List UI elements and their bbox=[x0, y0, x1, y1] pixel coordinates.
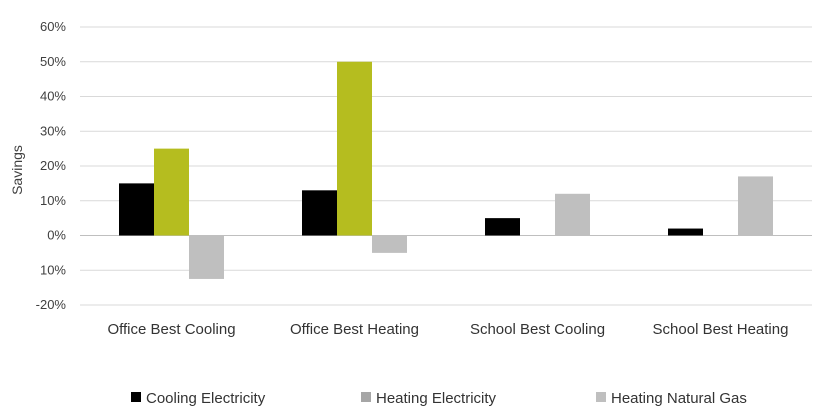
y-tick-label: 60% bbox=[40, 19, 66, 34]
y-tick-label: 10% bbox=[40, 262, 66, 277]
legend-label: Cooling Electricity bbox=[146, 390, 266, 407]
bars bbox=[119, 61, 773, 279]
bar-cooling-electricity bbox=[668, 228, 703, 236]
y-tick-label: 40% bbox=[40, 89, 66, 104]
x-category-label: Office Best Cooling bbox=[107, 321, 235, 338]
bar-cooling-electricity bbox=[485, 218, 520, 236]
y-tick-label: 50% bbox=[40, 54, 66, 69]
y-tick-label: -20% bbox=[36, 297, 67, 312]
legend-label: Heating Natural Gas bbox=[611, 390, 747, 407]
legend-swatch bbox=[596, 392, 606, 402]
y-tick-label: 20% bbox=[40, 158, 66, 173]
y-tick-label: 10% bbox=[40, 193, 66, 208]
x-category-label: Office Best Heating bbox=[290, 321, 419, 338]
bar-heating-natural-gas bbox=[189, 235, 224, 279]
legend-swatch bbox=[361, 392, 371, 402]
x-axis: Office Best Cooling Office Best Heating Sc… bbox=[107, 321, 788, 338]
bar-cooling-electricity bbox=[119, 183, 154, 236]
bar-heating-electricity bbox=[337, 61, 372, 236]
y-axis-label: Savings bbox=[9, 145, 25, 195]
legend-swatch bbox=[131, 392, 141, 402]
legend: Cooling Electricity Heating Electricity He… bbox=[131, 390, 747, 407]
bar-heating-electricity bbox=[154, 148, 189, 236]
bar-heating-natural-gas bbox=[555, 193, 590, 236]
bar-cooling-electricity bbox=[302, 190, 337, 236]
y-tick-label: 30% bbox=[40, 123, 66, 138]
bar-heating-natural-gas bbox=[738, 176, 773, 236]
y-tick-label: 0% bbox=[47, 228, 66, 243]
x-category-label: School Best Heating bbox=[653, 321, 789, 338]
y-axis: -20% 10% 0% 10% 20% 30% 40% 50% 60% bbox=[36, 19, 67, 312]
legend-label: Heating Electricity bbox=[376, 390, 497, 407]
x-category-label: School Best Cooling bbox=[470, 321, 605, 338]
bar-heating-natural-gas bbox=[372, 235, 407, 253]
